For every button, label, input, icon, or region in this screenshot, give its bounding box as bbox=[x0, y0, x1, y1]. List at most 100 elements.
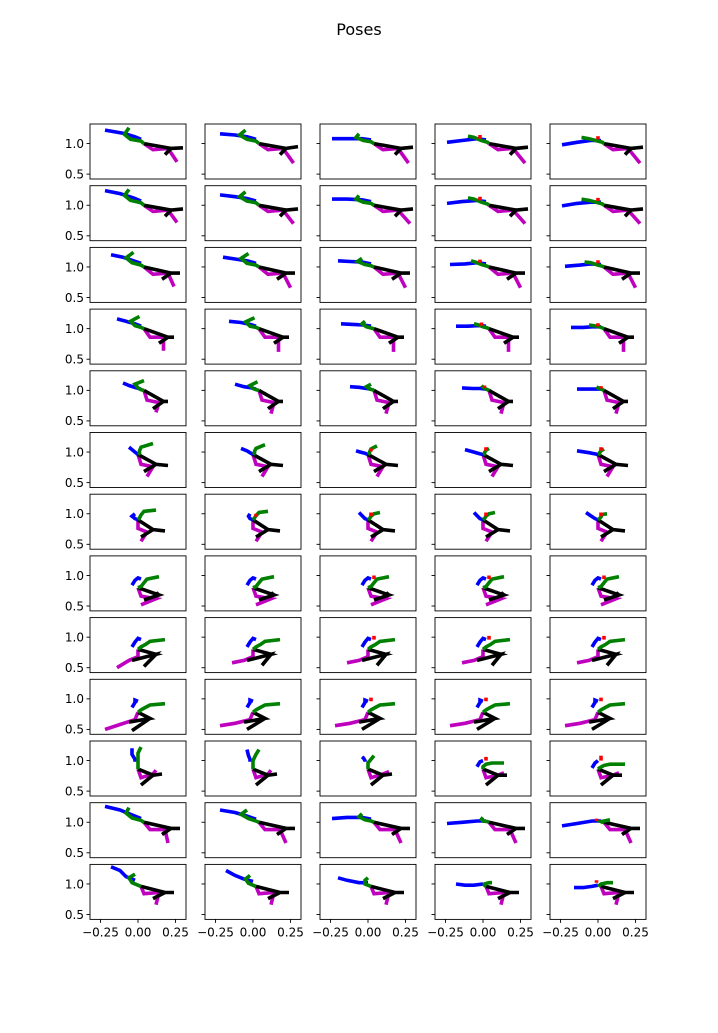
magenta-series-line bbox=[139, 885, 162, 906]
pose-panel bbox=[316, 678, 417, 735]
pose-lines bbox=[355, 444, 399, 478]
black-series-line bbox=[128, 710, 156, 733]
pose-panel bbox=[431, 185, 532, 242]
pose-panel: 1.0 0.5 bbox=[65, 185, 187, 243]
black-series-line bbox=[603, 203, 644, 218]
pose-panel bbox=[201, 308, 302, 365]
y-tick-label: 0.5 bbox=[65, 229, 84, 243]
axes-frame bbox=[89, 678, 187, 735]
black-series-line bbox=[603, 265, 640, 281]
black-series-line bbox=[137, 452, 169, 474]
magenta-series-line bbox=[372, 265, 408, 289]
green-series-line bbox=[363, 382, 375, 393]
y-tick-label: 1.0 bbox=[65, 692, 84, 706]
x-tick-label: −0.25 bbox=[542, 925, 579, 939]
pose-panel bbox=[546, 493, 647, 550]
green-series-line bbox=[366, 754, 376, 770]
green-series-line bbox=[251, 637, 281, 651]
axes-frame bbox=[204, 555, 302, 612]
black-series-line bbox=[361, 647, 394, 667]
black-series-line bbox=[600, 884, 634, 901]
axes-frame bbox=[319, 802, 417, 859]
magenta-series-line bbox=[369, 885, 392, 906]
blue-series-line bbox=[130, 748, 137, 762]
pose-panel bbox=[316, 493, 417, 550]
pose-lines bbox=[231, 636, 281, 667]
magenta-series-line bbox=[372, 327, 396, 352]
green-series-line bbox=[596, 701, 626, 714]
magenta-series-line bbox=[142, 265, 176, 288]
pose-lines bbox=[576, 635, 626, 667]
pose-lines bbox=[332, 132, 414, 165]
green-series-line bbox=[237, 251, 260, 269]
magenta-series-line bbox=[481, 453, 501, 478]
axes-frame bbox=[434, 308, 532, 365]
pose-lines bbox=[127, 441, 169, 478]
pose-lines bbox=[475, 756, 507, 787]
pose-lines bbox=[574, 880, 634, 906]
pose-lines bbox=[461, 635, 511, 667]
green-series-line bbox=[122, 126, 146, 145]
blue-series-line bbox=[127, 445, 140, 456]
magenta-series-line bbox=[257, 142, 295, 165]
black-series-line bbox=[488, 203, 529, 218]
axes-frame bbox=[434, 432, 532, 488]
pose-panel bbox=[431, 802, 532, 859]
y-tick-label: 0.5 bbox=[65, 291, 84, 305]
black-series-line bbox=[603, 388, 628, 411]
black-series-line bbox=[258, 203, 299, 218]
y-tick-label: 0.5 bbox=[65, 661, 84, 675]
blue-series-line bbox=[360, 697, 369, 709]
blue-series-line bbox=[574, 883, 599, 890]
green-series-line bbox=[595, 818, 611, 825]
black-series-line bbox=[597, 518, 626, 539]
black-series-line bbox=[603, 141, 644, 156]
green-series-line bbox=[596, 880, 613, 888]
axes-frame bbox=[89, 493, 187, 550]
pose-lines bbox=[449, 259, 525, 289]
pose-lines bbox=[130, 574, 165, 607]
y-tick-label: 0.5 bbox=[65, 846, 84, 860]
green-series-line bbox=[136, 746, 143, 770]
black-series-line bbox=[143, 820, 180, 836]
blue-series-line bbox=[590, 697, 599, 709]
magenta-series-line bbox=[487, 821, 518, 844]
magenta-series-line bbox=[257, 203, 295, 225]
pose-lines bbox=[104, 804, 180, 844]
pose-lines bbox=[446, 196, 529, 225]
pose-panel bbox=[201, 802, 302, 859]
pose-lines bbox=[240, 443, 284, 478]
green-series-line bbox=[242, 316, 260, 331]
axes-frame bbox=[319, 370, 417, 427]
green-series-line bbox=[363, 876, 372, 889]
black-series-line bbox=[367, 518, 396, 539]
axes-frame bbox=[204, 185, 302, 242]
magenta-series-line bbox=[136, 768, 158, 780]
green-series-line bbox=[597, 574, 620, 590]
axes-frame bbox=[89, 740, 187, 797]
blue-series-line bbox=[464, 447, 484, 457]
blue-series-line bbox=[590, 575, 602, 587]
magenta-series-line bbox=[142, 327, 166, 351]
black-series-line bbox=[252, 585, 280, 602]
axes-frame bbox=[204, 370, 302, 427]
magenta-series-line bbox=[251, 768, 273, 780]
pose-panel bbox=[546, 555, 647, 612]
pose-lines bbox=[104, 697, 166, 733]
y-tick-label: 0.5 bbox=[65, 908, 84, 922]
green-series-line bbox=[596, 512, 608, 522]
green-series-line bbox=[122, 188, 146, 207]
green-series-line bbox=[251, 443, 266, 456]
black-series-line bbox=[591, 647, 624, 667]
black-series-line bbox=[258, 265, 295, 281]
pose-panel bbox=[546, 246, 647, 303]
black-series-line bbox=[488, 388, 513, 411]
pose-panel: 1.0 0.5 bbox=[65, 802, 187, 860]
green-series-line bbox=[467, 134, 491, 145]
x-tick-label: 0.25 bbox=[392, 925, 419, 939]
green-series-line bbox=[481, 761, 504, 770]
black-series-line bbox=[143, 265, 180, 281]
y-tick-label: 0.5 bbox=[65, 353, 84, 367]
black-series-line bbox=[258, 141, 299, 156]
